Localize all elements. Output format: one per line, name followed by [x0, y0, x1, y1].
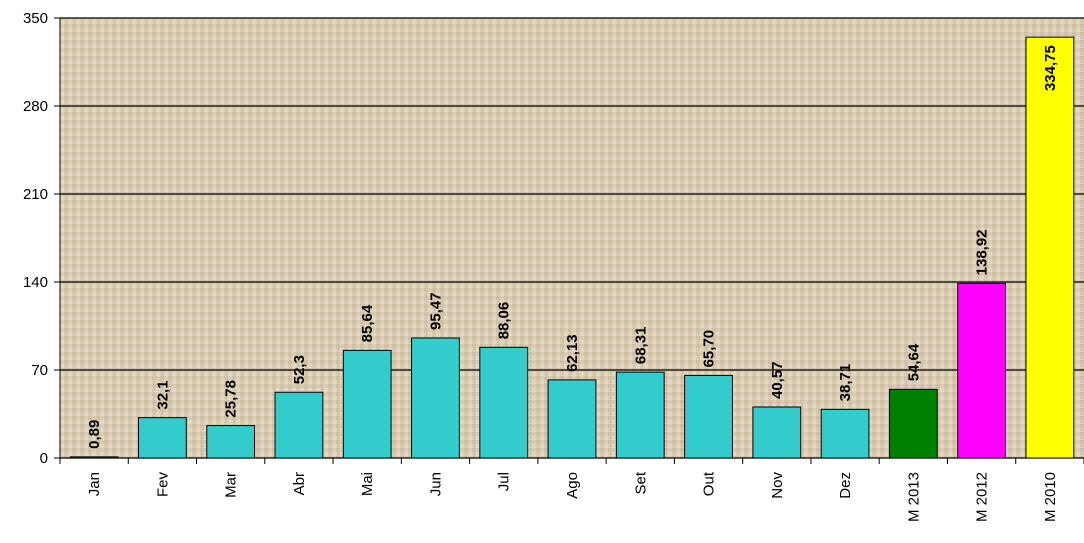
value-label: 25,78 [223, 380, 240, 418]
y-tick-label: 140 [23, 274, 48, 291]
value-label: 54,64 [905, 343, 922, 381]
bar [820, 408, 870, 459]
value-label: 65,70 [701, 330, 718, 368]
bar [957, 282, 1006, 459]
x-tick-label: Abr [291, 472, 308, 495]
bar [752, 406, 802, 459]
x-tick-label: Fev [154, 472, 171, 498]
value-label: 334,75 [1042, 45, 1059, 91]
bar [1025, 36, 1075, 459]
x-tick-label: Ago [564, 472, 581, 499]
x-tick-label: Jan [86, 472, 103, 496]
value-label: 88,06 [496, 302, 513, 340]
x-tick-label: Mar [223, 472, 240, 498]
value-label: 62,13 [564, 334, 581, 372]
y-tick-label: 350 [23, 10, 48, 27]
bar [888, 388, 938, 459]
x-tick-label: M 2010 [1042, 472, 1059, 522]
bar [547, 379, 597, 459]
value-label: 52,3 [291, 355, 308, 384]
value-label: 138,92 [974, 229, 991, 275]
bar [684, 374, 733, 459]
bar [615, 371, 665, 459]
x-tick-label: Nov [769, 472, 786, 499]
bar [206, 425, 256, 459]
x-tick-label: Mai [359, 472, 376, 496]
value-label: 95,47 [427, 292, 444, 330]
value-label: 85,64 [359, 304, 376, 342]
bar [274, 391, 324, 459]
x-tick-label: Set [632, 471, 649, 494]
value-label: 40,57 [769, 361, 786, 399]
y-tick-label: 280 [23, 98, 48, 115]
value-label: 38,71 [837, 364, 854, 402]
y-tick-label: 70 [31, 362, 48, 379]
bar [342, 349, 392, 459]
bar [479, 346, 529, 459]
y-tick-label: 210 [23, 186, 48, 203]
x-tick-label: Jun [427, 472, 444, 496]
bar [138, 417, 187, 459]
x-tick-label: M 2012 [974, 472, 991, 522]
x-tick-label: Out [701, 471, 718, 496]
value-label: 68,31 [632, 327, 649, 365]
x-tick-label: Jul [496, 472, 513, 491]
value-label: 0,89 [86, 420, 103, 449]
y-tick-label: 0 [40, 450, 48, 467]
x-tick-label: Dez [837, 472, 854, 499]
x-tick-label: M 2013 [905, 472, 922, 522]
value-label: 32,1 [154, 380, 171, 409]
bar [411, 337, 460, 459]
